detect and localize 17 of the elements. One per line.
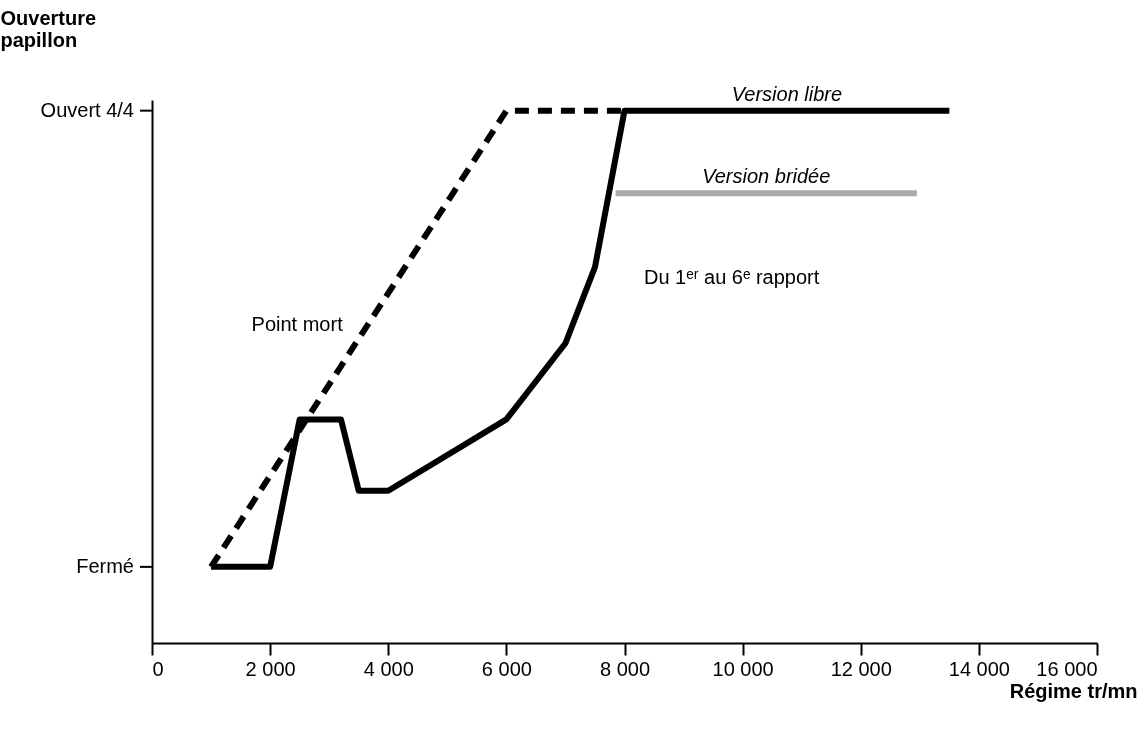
x-tick-label: 14 000 bbox=[948, 657, 1010, 680]
x-tick-label: 0 bbox=[152, 657, 164, 680]
x-tick-label: 4 000 bbox=[363, 657, 414, 680]
x-tick-label: 12 000 bbox=[830, 657, 892, 680]
annotation: Du 1ᵉʳ au 6ᵉ rapport bbox=[644, 266, 820, 288]
x-tick-label: 16 000 bbox=[1036, 657, 1098, 680]
x-tick-label: 6 000 bbox=[481, 657, 532, 680]
series-label: Version libre bbox=[731, 82, 843, 105]
x-axis-title: Régime tr/mn bbox=[1009, 679, 1138, 702]
y-axis-title: Ouverture papillon bbox=[0, 6, 97, 51]
x-tick-label: 8 000 bbox=[599, 657, 651, 680]
series-label: Point mort bbox=[251, 312, 344, 335]
x-tick-label: 2 000 bbox=[245, 657, 296, 680]
text: Ouvert 4/4 bbox=[40, 98, 134, 121]
series-label: Version bridée bbox=[702, 165, 831, 188]
text: Fermé bbox=[76, 554, 134, 577]
x-tick-label: 10 000 bbox=[712, 657, 774, 680]
